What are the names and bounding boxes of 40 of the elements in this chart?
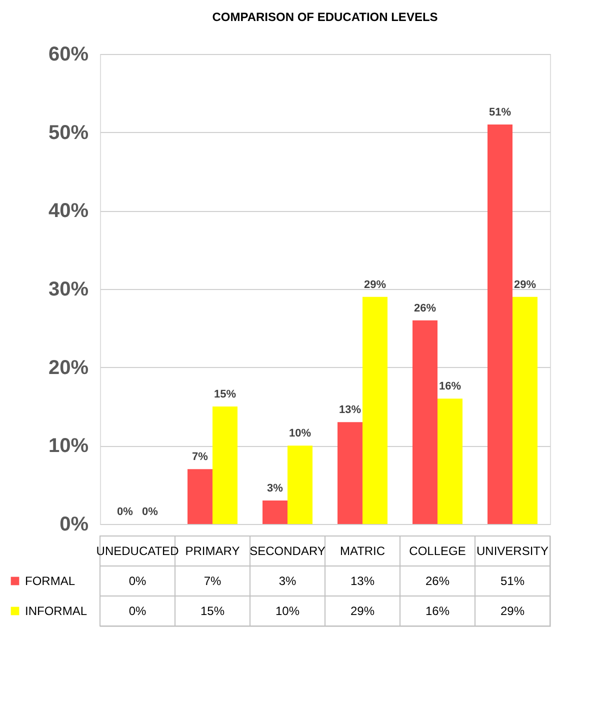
data-label: 15% bbox=[200, 604, 225, 618]
data-label: 16% bbox=[425, 604, 450, 618]
y-tick-label: 20% bbox=[48, 356, 89, 379]
text: 29% bbox=[364, 278, 386, 291]
data-label: 26% bbox=[425, 574, 450, 588]
y-tick-label: 40% bbox=[48, 200, 89, 222]
legend-label: INFORMAL bbox=[25, 604, 88, 618]
chart-title: COMPARISON OF EDUCATION LEVELS bbox=[212, 10, 438, 24]
text: 0% bbox=[142, 506, 158, 518]
x-tick-label: MATRIC bbox=[340, 544, 386, 558]
data-label: 0% bbox=[128, 574, 146, 588]
x-tick-label: SECONDARY bbox=[250, 544, 326, 558]
data-label: 51% bbox=[500, 574, 525, 588]
y-tick-label: 50% bbox=[48, 122, 89, 144]
text: 15% bbox=[214, 388, 236, 400]
data-label: 0% bbox=[128, 604, 146, 618]
text: 13% bbox=[338, 404, 362, 416]
legend-label: FORMAL bbox=[25, 574, 76, 588]
y-tick-label: 60% bbox=[48, 44, 89, 66]
data-label: 10% bbox=[275, 604, 300, 618]
x-tick-label: PRIMARY bbox=[185, 544, 240, 558]
x-tick-label: UNEDUCATED bbox=[96, 544, 180, 558]
text: 16% bbox=[438, 380, 462, 393]
data-label: 29% bbox=[350, 604, 375, 618]
data-label: 13% bbox=[350, 574, 375, 588]
text: 10% bbox=[288, 428, 312, 440]
text: 0% bbox=[117, 506, 133, 518]
y-tick-label: 0% bbox=[60, 514, 89, 536]
x-tick-label: UNIVERSITY bbox=[476, 544, 549, 558]
text: 7% bbox=[192, 451, 208, 464]
y-tick-label: 10% bbox=[48, 435, 89, 458]
data-label: 3% bbox=[278, 574, 296, 588]
y-tick-label: 30% bbox=[48, 278, 89, 300]
text: 26% bbox=[414, 302, 436, 314]
data-label: 7% bbox=[204, 574, 222, 588]
text: 29% bbox=[514, 278, 536, 291]
text: 3% bbox=[267, 482, 283, 494]
x-tick-label: COLLEGE bbox=[409, 544, 466, 558]
text: 51% bbox=[488, 106, 512, 118]
data-label: 29% bbox=[500, 604, 525, 618]
